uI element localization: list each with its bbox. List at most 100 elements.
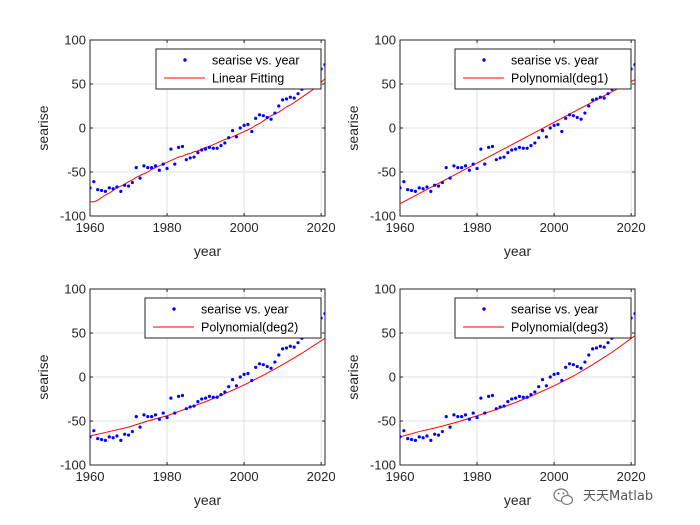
data-point bbox=[227, 385, 231, 389]
y-tick-label: -100 bbox=[60, 458, 86, 473]
data-point bbox=[265, 115, 269, 120]
data-point bbox=[556, 122, 560, 127]
data-point bbox=[463, 413, 468, 417]
data-point bbox=[196, 151, 200, 155]
data-point bbox=[134, 415, 138, 419]
chart-panel-4: 1960 1980 2000 2020 -100 -50 0 50 100 year searise… bbox=[345, 282, 646, 509]
data-point bbox=[242, 123, 246, 127]
data-point bbox=[165, 415, 169, 420]
data-point bbox=[564, 365, 568, 369]
data-point bbox=[494, 158, 498, 162]
data-point bbox=[456, 166, 460, 170]
x-tick-label: 1960 bbox=[386, 469, 415, 484]
chart-panel-2: 1960 1980 2000 2020 -100 -50 0 50 100 year searise… bbox=[345, 33, 646, 260]
data-point bbox=[498, 405, 502, 409]
data-point bbox=[552, 372, 556, 376]
data-point bbox=[448, 425, 452, 429]
data-point bbox=[487, 145, 491, 149]
data-point bbox=[90, 186, 92, 190]
y-tick-label: -50 bbox=[67, 414, 86, 429]
data-point bbox=[123, 432, 127, 436]
data-point bbox=[583, 111, 587, 115]
data-point bbox=[126, 433, 131, 437]
legend-box bbox=[454, 48, 632, 90]
y-tick-label: -50 bbox=[67, 165, 86, 180]
series-group bbox=[400, 312, 635, 442]
data-point bbox=[400, 186, 402, 190]
data-point bbox=[529, 144, 533, 148]
x-tick-label: 2020 bbox=[617, 220, 646, 235]
data-point bbox=[583, 360, 587, 364]
data-point bbox=[119, 438, 123, 442]
data-point bbox=[425, 434, 429, 438]
data-point bbox=[548, 375, 552, 379]
data-point bbox=[157, 168, 161, 172]
x-tick-label: 1980 bbox=[463, 220, 492, 235]
data-point bbox=[429, 438, 433, 442]
x-tick-label: 2000 bbox=[540, 220, 569, 235]
x-tick-label: 2020 bbox=[307, 220, 336, 235]
data-point bbox=[142, 164, 146, 168]
data-point bbox=[417, 435, 421, 439]
data-point bbox=[288, 344, 292, 348]
legend-box bbox=[155, 48, 322, 90]
data-point bbox=[606, 92, 610, 96]
data-point bbox=[460, 415, 464, 419]
data-point bbox=[460, 166, 464, 170]
data-point bbox=[575, 115, 579, 120]
data-point bbox=[211, 146, 215, 150]
y-axis-label: searise bbox=[35, 354, 51, 399]
data-point bbox=[452, 413, 456, 417]
data-point bbox=[413, 438, 418, 442]
data-point bbox=[103, 189, 108, 193]
data-point bbox=[215, 395, 219, 399]
data-point bbox=[146, 415, 150, 419]
data-point bbox=[571, 363, 575, 367]
watermark-text: 天天Matlab bbox=[583, 489, 653, 504]
data-point bbox=[142, 413, 146, 417]
y-tick-label: 0 bbox=[79, 121, 86, 136]
data-point bbox=[440, 429, 444, 434]
data-point bbox=[490, 144, 495, 149]
axes-box bbox=[399, 39, 636, 217]
data-point bbox=[591, 347, 595, 351]
data-point bbox=[444, 415, 448, 419]
data-point bbox=[602, 96, 606, 100]
data-point bbox=[92, 180, 96, 184]
legend-label-fit: Linear Fitting bbox=[212, 72, 284, 86]
data-point bbox=[490, 393, 495, 398]
wechat-eye bbox=[562, 492, 565, 495]
data-point bbox=[123, 183, 127, 187]
data-point bbox=[111, 187, 115, 191]
data-point bbox=[180, 393, 185, 398]
y-tick-label: 100 bbox=[374, 282, 396, 297]
data-point bbox=[567, 113, 572, 117]
data-point bbox=[203, 147, 208, 151]
y-tick-label: 100 bbox=[64, 282, 86, 297]
data-point bbox=[227, 136, 231, 140]
y-tick-label: -100 bbox=[60, 209, 86, 224]
data-point bbox=[134, 166, 138, 170]
data-point bbox=[90, 435, 92, 439]
x-tick-label: 1980 bbox=[153, 220, 182, 235]
data-point bbox=[483, 162, 487, 166]
data-point bbox=[436, 184, 441, 188]
data-point bbox=[421, 436, 425, 440]
data-point bbox=[230, 129, 235, 133]
data-point bbox=[525, 395, 529, 399]
data-point bbox=[173, 411, 177, 415]
data-point bbox=[598, 95, 602, 99]
data-point bbox=[261, 363, 265, 367]
wechat-icon bbox=[553, 488, 574, 506]
data-point bbox=[207, 394, 212, 398]
data-point bbox=[475, 166, 479, 171]
legend-marker-points bbox=[172, 307, 176, 311]
legend-marker-points bbox=[183, 58, 187, 62]
data-point bbox=[456, 415, 460, 419]
data-point bbox=[323, 63, 325, 67]
data-point bbox=[537, 385, 541, 389]
data-point bbox=[254, 365, 258, 369]
x-tick-label: 1980 bbox=[153, 469, 182, 484]
watermark: 天天Matlab bbox=[553, 488, 653, 506]
y-axis-label: searise bbox=[35, 105, 51, 150]
